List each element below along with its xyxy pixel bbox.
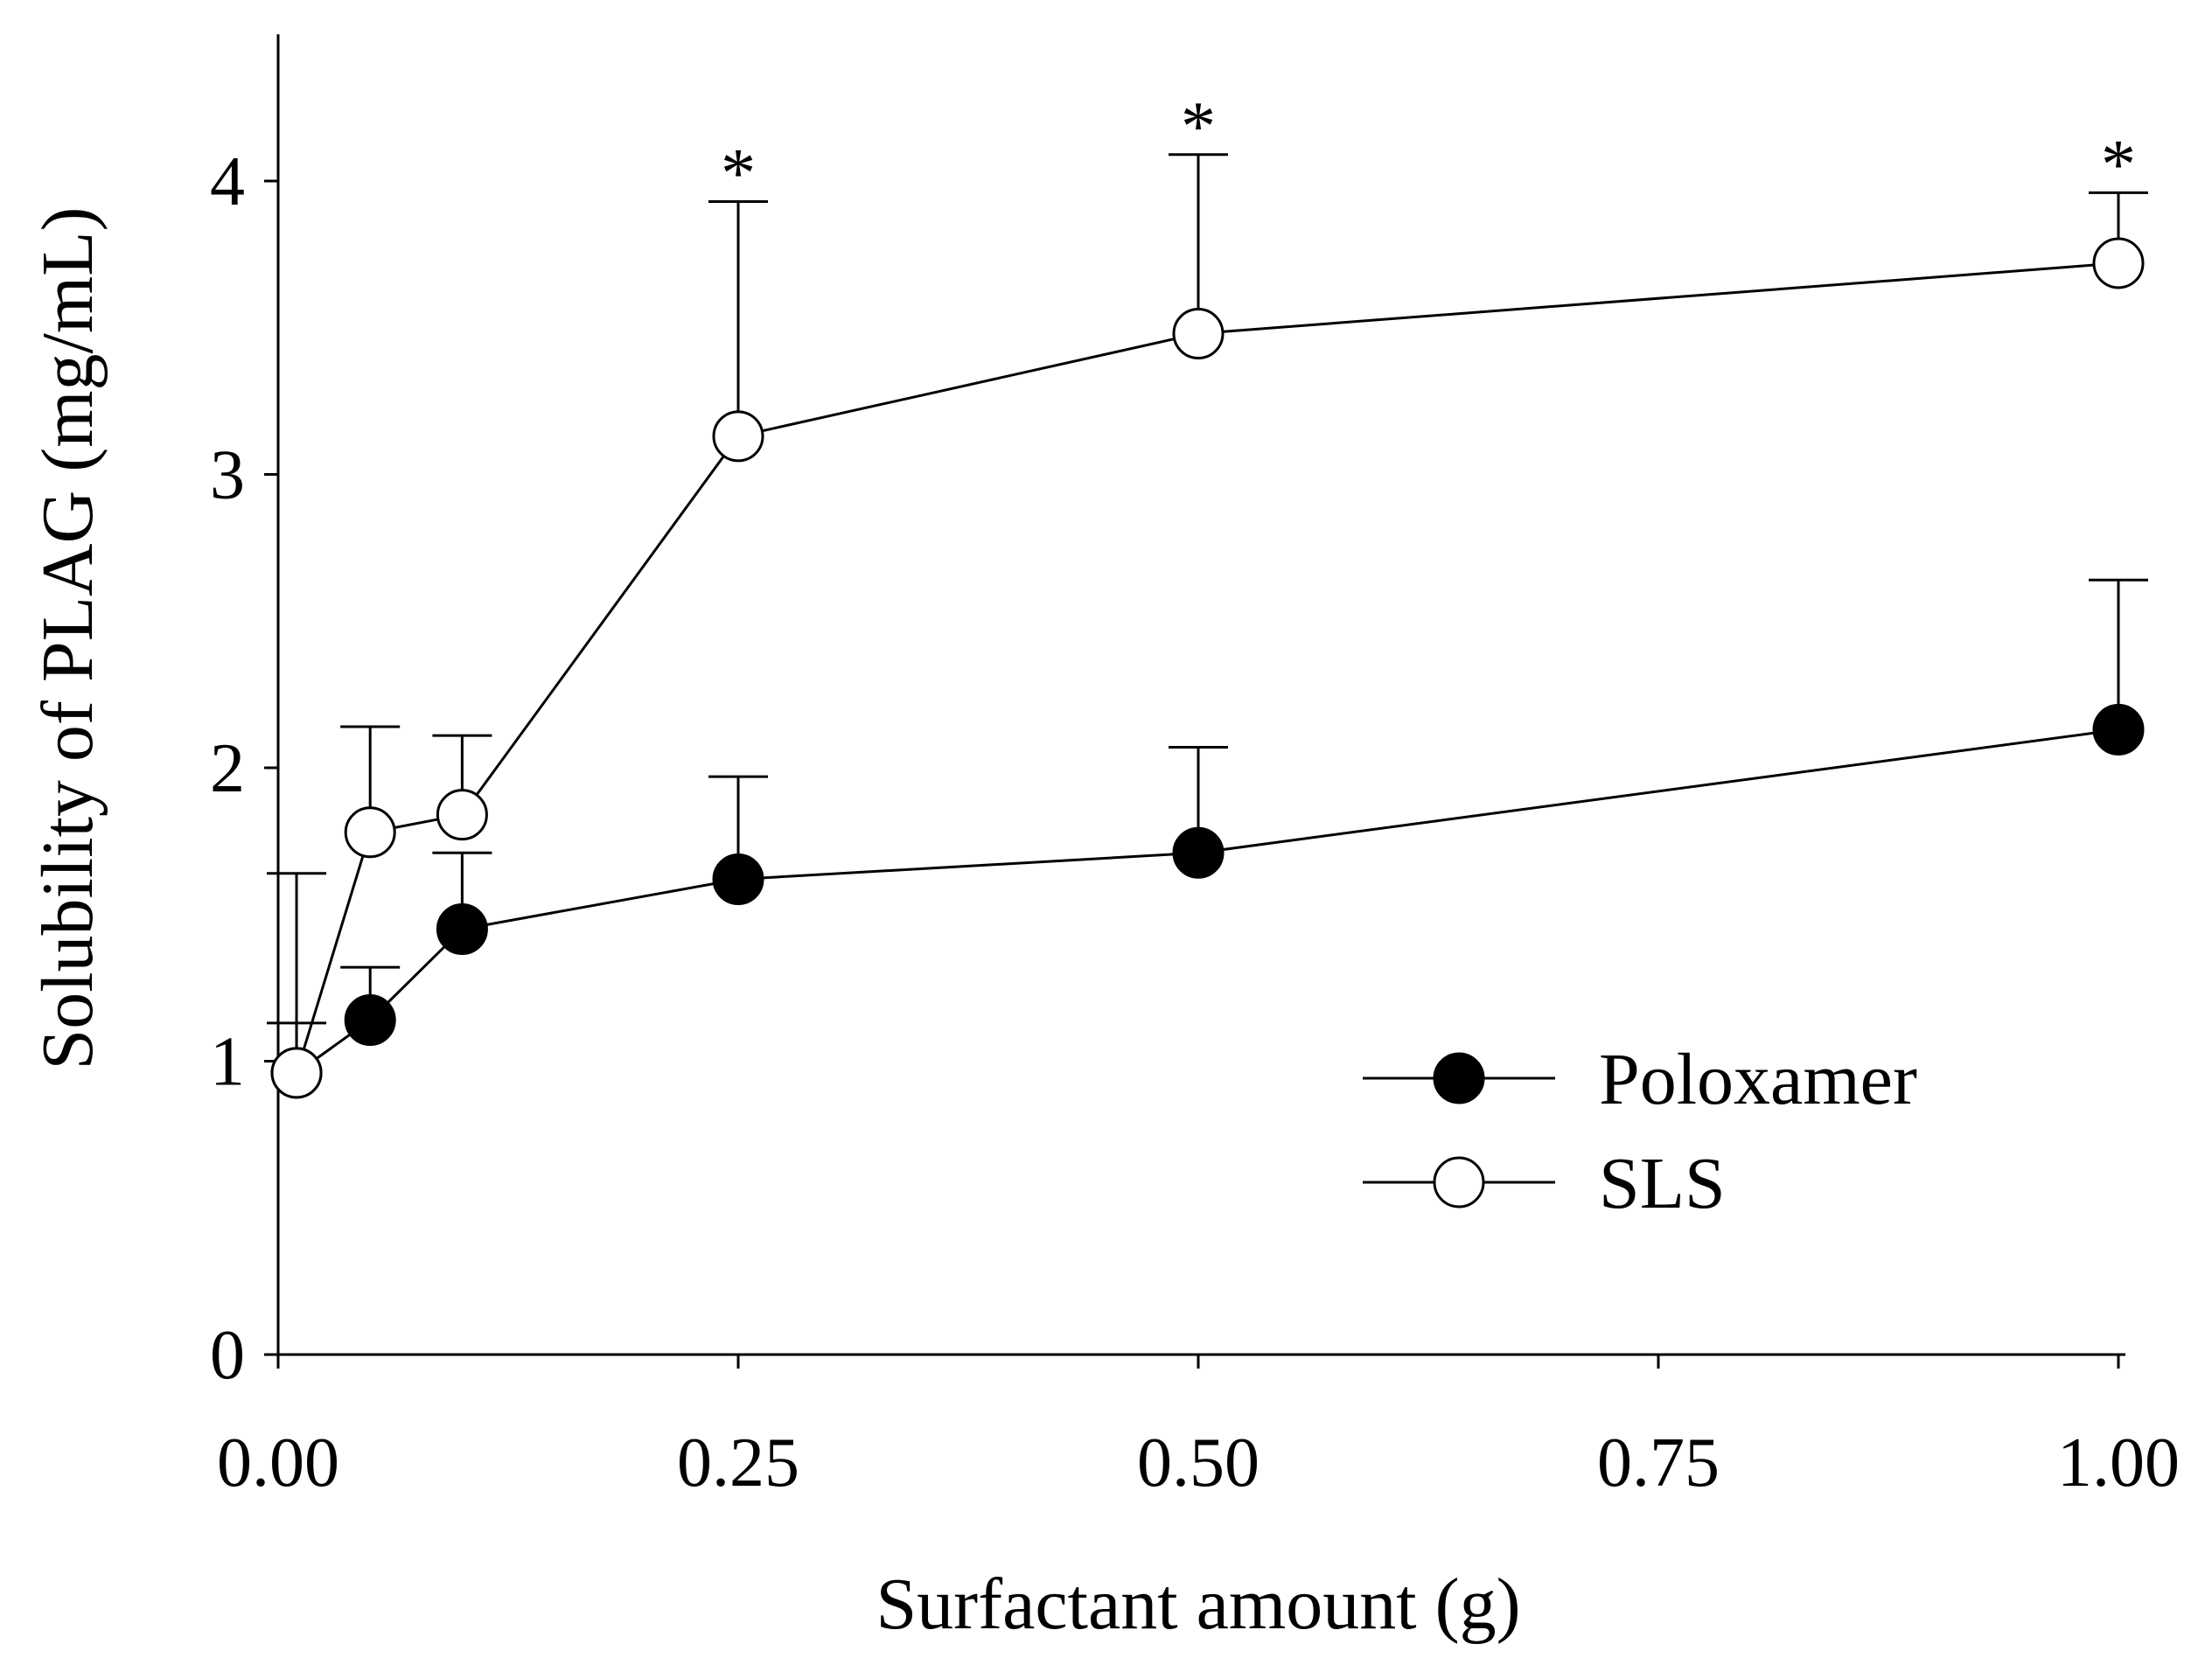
data-point-poloxamer xyxy=(712,853,764,905)
data-point-sls xyxy=(1172,307,1225,359)
data-point-poloxamer xyxy=(344,994,396,1047)
data-point-sls xyxy=(270,1047,323,1099)
y-axis-title: Solubility of PLAG (mg/mL) xyxy=(27,207,108,1070)
series-lines xyxy=(295,261,2119,1075)
x-tick-label: 0.00 xyxy=(217,1425,339,1501)
x-tick-label: 0.50 xyxy=(1137,1425,1260,1501)
legend-marker-poloxamer xyxy=(1433,1052,1485,1104)
data-point-sls xyxy=(712,410,764,463)
data-point-sls xyxy=(436,789,488,841)
y-tick-label: 3 xyxy=(210,437,245,514)
data-point-sls xyxy=(2092,237,2145,289)
x-tick-label: 1.00 xyxy=(2057,1425,2180,1501)
data-markers xyxy=(270,237,2145,1099)
y-tick-label: 0 xyxy=(210,1317,245,1394)
significance-markers: * * * xyxy=(721,88,2136,212)
data-point-poloxamer xyxy=(1172,826,1225,879)
data-point-poloxamer xyxy=(2092,703,2145,756)
significance-star: * xyxy=(2101,126,2136,203)
x-axis-title: Surfactant amount (g) xyxy=(876,1564,1520,1645)
x-tick-label: 0.25 xyxy=(677,1425,799,1501)
series-line-poloxamer xyxy=(296,728,2119,1075)
y-tick-label: 2 xyxy=(210,730,245,807)
error-bars xyxy=(267,153,2148,1073)
legend-label-poloxamer: Poloxamer xyxy=(1599,1039,1917,1120)
y-tick-label: 4 xyxy=(210,143,245,220)
data-point-poloxamer xyxy=(436,903,488,956)
legend-label-sls: SLS xyxy=(1599,1143,1726,1224)
legend: Poloxamer SLS xyxy=(1363,1039,1917,1224)
data-point-sls xyxy=(344,806,396,859)
x-tick-label: 0.75 xyxy=(1597,1425,1720,1501)
significance-star: * xyxy=(721,135,756,212)
significance-star: * xyxy=(1181,88,1216,165)
legend-marker-sls xyxy=(1433,1156,1485,1209)
y-tick-label: 1 xyxy=(210,1024,245,1101)
series-line-sls xyxy=(295,261,2119,1074)
axes: 0 1 2 3 4 0.00 0.25 0.50 0.75 1.00 xyxy=(210,34,2180,1501)
